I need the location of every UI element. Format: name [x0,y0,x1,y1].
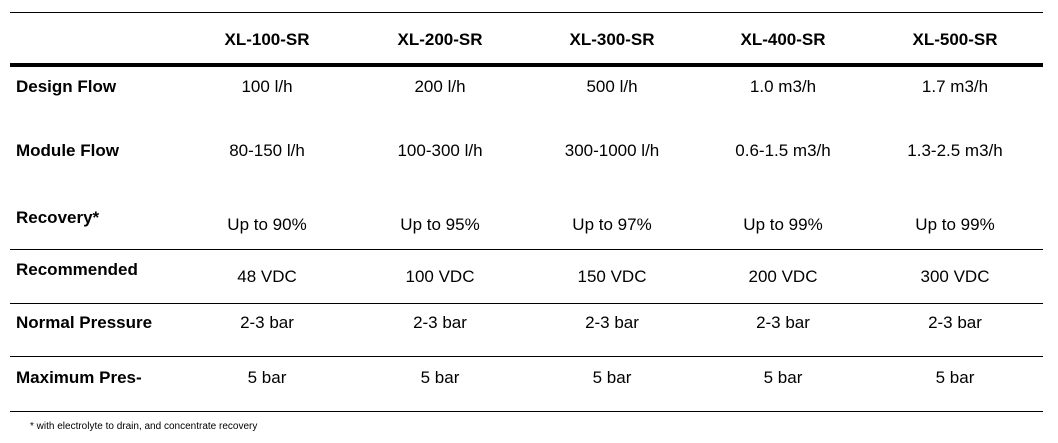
cell: 5 bar [935,368,975,387]
cell: Up to 97% [572,215,652,234]
column-header: XL-100-SR [224,30,310,49]
row-rule [10,356,1043,357]
row-label: Module Flow [16,141,119,160]
cell: Up to 90% [227,215,307,234]
cell: 5 bar [763,368,803,387]
cell: 2-3 bar [240,313,294,332]
cell: 1.3-2.5 m3/h [907,141,1003,160]
row-label: Maximum Pres- [16,368,142,387]
cell: 5 bar [247,368,287,387]
cell: 48 VDC [237,267,297,286]
cell: 2-3 bar [413,313,467,332]
cell: 300-1000 l/h [564,141,660,160]
row-label: Design Flow [16,77,117,96]
cell: Up to 99% [915,215,995,234]
cell: 2-3 bar [585,313,639,332]
cell: 100 l/h [241,77,293,96]
footnote: * with electrolyte to drain, and concent… [30,421,258,432]
cell: 200 l/h [414,77,466,96]
cell: 150 VDC [577,267,647,286]
cell: 500 l/h [586,77,638,96]
cell: 100-300 l/h [397,141,483,160]
column-header: XL-300-SR [569,30,655,49]
cell: Up to 95% [400,215,480,234]
cell: 300 VDC [920,267,990,286]
row-rule [10,411,1043,412]
cell: 5 bar [592,368,632,387]
column-header: XL-200-SR [397,30,483,49]
column-header: XL-500-SR [912,30,998,49]
cell: 100 VDC [405,267,475,286]
row-label: Normal Pressure [16,313,153,332]
cell: 200 VDC [748,267,818,286]
cell: 1.7 m3/h [921,77,989,96]
cell: 5 bar [420,368,460,387]
column-header: XL-400-SR [740,30,826,49]
cell: Up to 99% [743,215,823,234]
row-label: Recovery* [16,208,100,227]
header-rule [10,63,1043,67]
cell: 80-150 l/h [229,141,305,160]
cell: 2-3 bar [928,313,982,332]
cell: 0.6-1.5 m3/h [735,141,831,160]
row-rule [10,303,1043,304]
cell: 1.0 m3/h [749,77,817,96]
row-rule [10,249,1043,250]
cell: 2-3 bar [756,313,810,332]
top-rule [10,12,1043,13]
row-label: Recommended [16,260,138,279]
